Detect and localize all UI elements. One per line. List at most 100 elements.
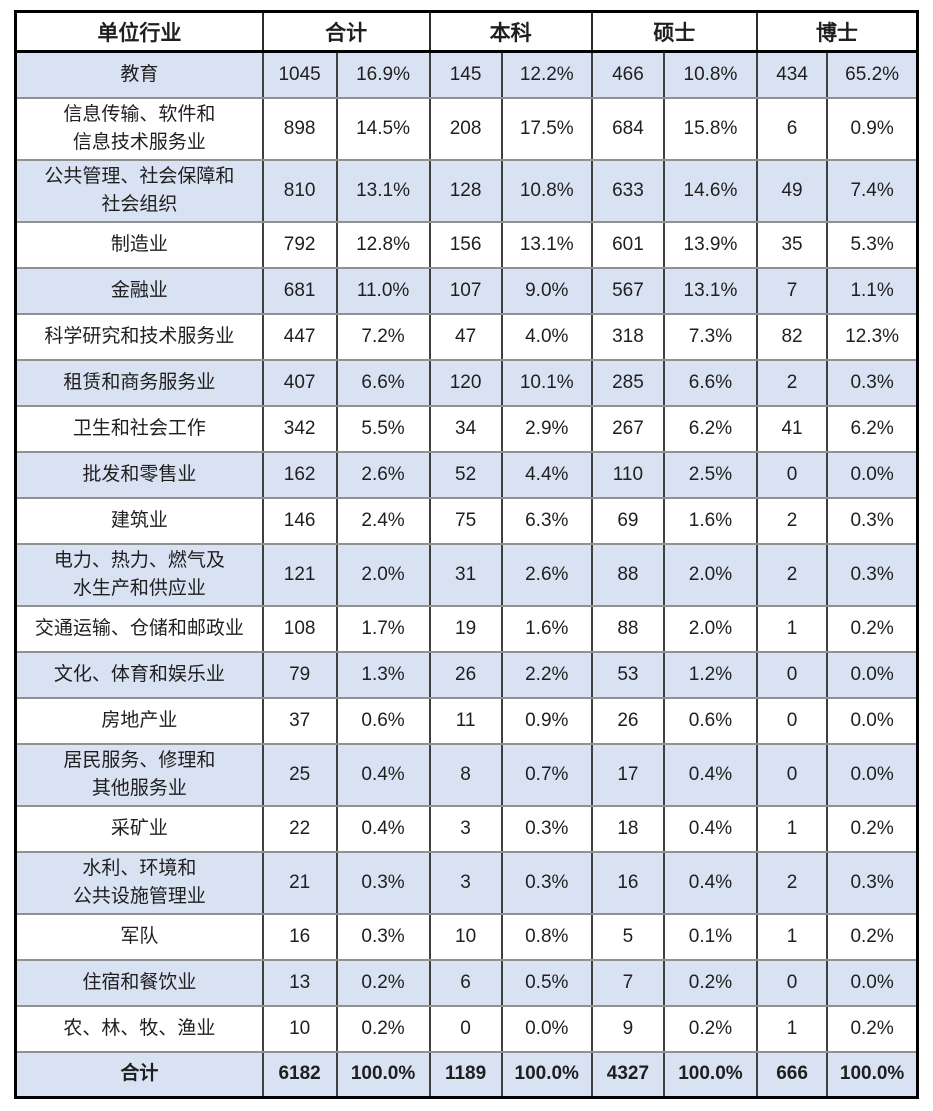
table-row: 建筑业 146 2.4% 75 6.3% 69 1.6% 2 0.3%: [14, 496, 919, 545]
industry-cell: 建筑业: [14, 496, 264, 545]
master-count-cell: 110: [590, 450, 666, 499]
master-count-cell: 318: [590, 312, 666, 361]
doctor-count-cell: 0: [755, 958, 829, 1007]
doctor-percent-cell: 0.3%: [826, 358, 919, 407]
total-count-cell: 6182: [261, 1050, 338, 1099]
doctor-percent-cell: 6.2%: [826, 404, 919, 453]
total-percent-cell: 2.6%: [335, 450, 431, 499]
master-percent-cell: 2.5%: [663, 450, 758, 499]
total-percent-cell: 16.9%: [335, 50, 431, 99]
master-percent-cell: 0.4%: [663, 850, 758, 915]
doctor-percent-cell: 12.3%: [826, 312, 919, 361]
industry-cell: 居民服务、修理和 其他服务业: [14, 742, 264, 807]
bachelor-percent-cell: 9.0%: [500, 266, 593, 315]
industry-cell: 卫生和社会工作: [14, 404, 264, 453]
doctor-percent-cell: 0.2%: [826, 804, 919, 853]
master-count-cell: 88: [590, 604, 666, 653]
bachelor-count-cell: 31: [428, 542, 503, 607]
total-percent-cell: 11.0%: [335, 266, 431, 315]
bachelor-count-cell: 156: [428, 220, 503, 269]
master-count-cell: 285: [590, 358, 666, 407]
doctor-count-cell: 666: [755, 1050, 829, 1099]
table-row: 卫生和社会工作 342 5.5% 34 2.9% 267 6.2% 41 6.2…: [14, 404, 919, 453]
table-row: 电力、热力、燃气及 水生产和供应业 121 2.0% 31 2.6% 88 2.…: [14, 542, 919, 607]
master-percent-cell: 14.6%: [663, 158, 758, 223]
bachelor-percent-cell: 1.6%: [500, 604, 593, 653]
total-count-cell: 1045: [261, 50, 338, 99]
doctor-percent-cell: 0.2%: [826, 1004, 919, 1053]
total-percent-cell: 0.2%: [335, 1004, 431, 1053]
table-row: 水利、环境和 公共设施管理业 21 0.3% 3 0.3% 16 0.4% 2 …: [14, 850, 919, 915]
total-percent-cell: 0.6%: [335, 696, 431, 745]
bachelor-count-cell: 8: [428, 742, 503, 807]
doctor-count-cell: 0: [755, 450, 829, 499]
bachelor-count-cell: 19: [428, 604, 503, 653]
total-percent-cell: 0.4%: [335, 804, 431, 853]
table-row: 交通运输、仓储和邮政业 108 1.7% 19 1.6% 88 2.0% 1 0…: [14, 604, 919, 653]
doctor-percent-cell: 0.2%: [826, 912, 919, 961]
industry-cell: 采矿业: [14, 804, 264, 853]
bachelor-count-cell: 208: [428, 96, 503, 161]
master-count-cell: 9: [590, 1004, 666, 1053]
industry-cell: 合计: [14, 1050, 264, 1099]
bachelor-count-cell: 52: [428, 450, 503, 499]
industry-cell: 电力、热力、燃气及 水生产和供应业: [14, 542, 264, 607]
industry-cell: 制造业: [14, 220, 264, 269]
table-row: 科学研究和技术服务业 447 7.2% 47 4.0% 318 7.3% 82 …: [14, 312, 919, 361]
master-count-cell: 18: [590, 804, 666, 853]
total-count-cell: 22: [261, 804, 338, 853]
total-percent-cell: 2.4%: [335, 496, 431, 545]
total-count-cell: 16: [261, 912, 338, 961]
bachelor-percent-cell: 100.0%: [500, 1050, 593, 1099]
master-count-cell: 267: [590, 404, 666, 453]
industry-distribution-table: 单位行业 合计 本科 硕士 博士 教育 1045 16.9% 145 12.2%…: [14, 10, 919, 1099]
doctor-count-cell: 2: [755, 850, 829, 915]
bachelor-count-cell: 145: [428, 50, 503, 99]
table-row: 居民服务、修理和 其他服务业 25 0.4% 8 0.7% 17 0.4% 0 …: [14, 742, 919, 807]
bachelor-count-cell: 1189: [428, 1050, 503, 1099]
table-row: 住宿和餐饮业 13 0.2% 6 0.5% 7 0.2% 0 0.0%: [14, 958, 919, 1007]
header-industry: 单位行业: [14, 11, 264, 53]
total-count-cell: 79: [261, 650, 338, 699]
doctor-count-cell: 1: [755, 604, 829, 653]
doctor-percent-cell: 0.9%: [826, 96, 919, 161]
master-count-cell: 633: [590, 158, 666, 223]
master-percent-cell: 2.0%: [663, 542, 758, 607]
master-percent-cell: 7.3%: [663, 312, 758, 361]
doctor-count-cell: 0: [755, 742, 829, 807]
doctor-count-cell: 2: [755, 496, 829, 545]
header-group-doctor: 博士: [755, 11, 919, 53]
doctor-count-cell: 82: [755, 312, 829, 361]
total-percent-cell: 1.3%: [335, 650, 431, 699]
doctor-count-cell: 2: [755, 542, 829, 607]
table-row: 制造业 792 12.8% 156 13.1% 601 13.9% 35 5.3…: [14, 220, 919, 269]
total-percent-cell: 0.2%: [335, 958, 431, 1007]
doctor-percent-cell: 65.2%: [826, 50, 919, 99]
total-percent-cell: 0.3%: [335, 912, 431, 961]
total-count-cell: 162: [261, 450, 338, 499]
total-percent-cell: 6.6%: [335, 358, 431, 407]
master-percent-cell: 0.2%: [663, 958, 758, 1007]
industry-cell: 文化、体育和娱乐业: [14, 650, 264, 699]
master-percent-cell: 6.6%: [663, 358, 758, 407]
total-count-cell: 810: [261, 158, 338, 223]
total-percent-cell: 12.8%: [335, 220, 431, 269]
master-percent-cell: 0.4%: [663, 742, 758, 807]
master-percent-cell: 100.0%: [663, 1050, 758, 1099]
bachelor-count-cell: 47: [428, 312, 503, 361]
bachelor-percent-cell: 0.3%: [500, 850, 593, 915]
master-count-cell: 53: [590, 650, 666, 699]
master-count-cell: 4327: [590, 1050, 666, 1099]
doctor-count-cell: 1: [755, 912, 829, 961]
table-row: 文化、体育和娱乐业 79 1.3% 26 2.2% 53 1.2% 0 0.0%: [14, 650, 919, 699]
doctor-count-cell: 1: [755, 804, 829, 853]
master-percent-cell: 6.2%: [663, 404, 758, 453]
doctor-count-cell: 1: [755, 1004, 829, 1053]
header-group-master: 硕士: [590, 11, 758, 53]
bachelor-count-cell: 75: [428, 496, 503, 545]
master-percent-cell: 2.0%: [663, 604, 758, 653]
total-percent-cell: 2.0%: [335, 542, 431, 607]
bachelor-count-cell: 0: [428, 1004, 503, 1053]
doctor-percent-cell: 0.3%: [826, 542, 919, 607]
master-percent-cell: 0.2%: [663, 1004, 758, 1053]
